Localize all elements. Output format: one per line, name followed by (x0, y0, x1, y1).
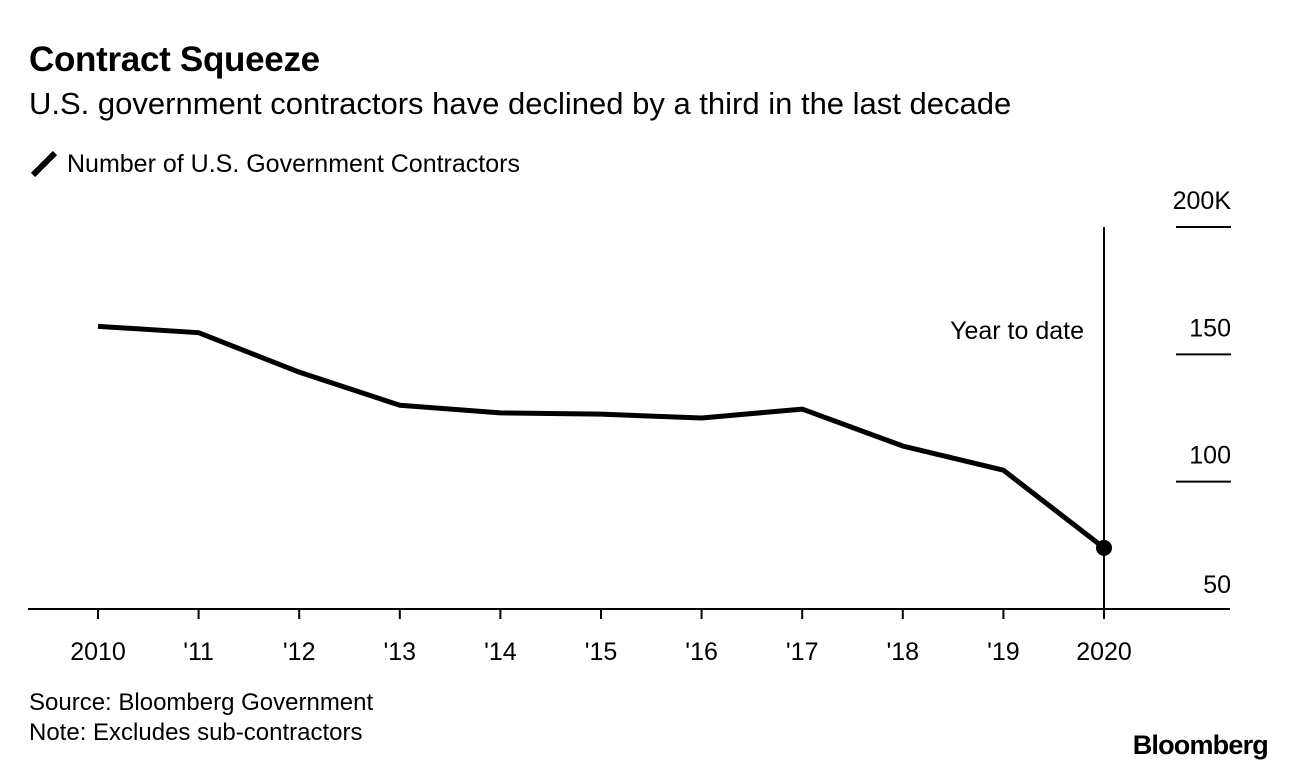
x-tick-label: 2020 (1076, 638, 1132, 666)
y-tick-label: 50 (1203, 571, 1231, 599)
x-tick-label: '17 (786, 638, 819, 666)
chart-footer: Source: Bloomberg Government Note: Exclu… (29, 688, 373, 748)
annotation-label: Year to date (950, 317, 1084, 345)
x-tick-label: '13 (384, 638, 417, 666)
x-tick-label: '11 (183, 638, 214, 666)
x-tick-label: '16 (685, 638, 718, 666)
chart-subtitle: U.S. government contractors have decline… (29, 86, 1012, 121)
data-note: Note: Excludes sub-contractors (29, 719, 363, 746)
x-tick-label: '15 (585, 638, 618, 666)
y-tick-label: 150 (1189, 314, 1231, 342)
x-tick-label: '14 (484, 638, 517, 666)
x-tick-label: '18 (887, 638, 920, 666)
diagonal-line-icon (30, 150, 58, 178)
x-tick-label: '19 (987, 638, 1020, 666)
x-tick-label: 2010 (70, 638, 126, 666)
source-note: Source: Bloomberg Government (29, 689, 374, 716)
chart-legend: Number of U.S. Government Contractors (29, 146, 520, 182)
last-point-marker (1096, 539, 1112, 556)
legend-label: Number of U.S. Government Contractors (67, 149, 520, 178)
bloomberg-logo: Bloomberg (1132, 730, 1269, 760)
chart-title: Contract Squeeze (29, 40, 320, 79)
y-tick-label: 200K (1173, 187, 1232, 215)
y-tick-label: 100 (1189, 442, 1231, 470)
series-line (97, 323, 1106, 550)
x-tick-label: '12 (283, 638, 316, 666)
